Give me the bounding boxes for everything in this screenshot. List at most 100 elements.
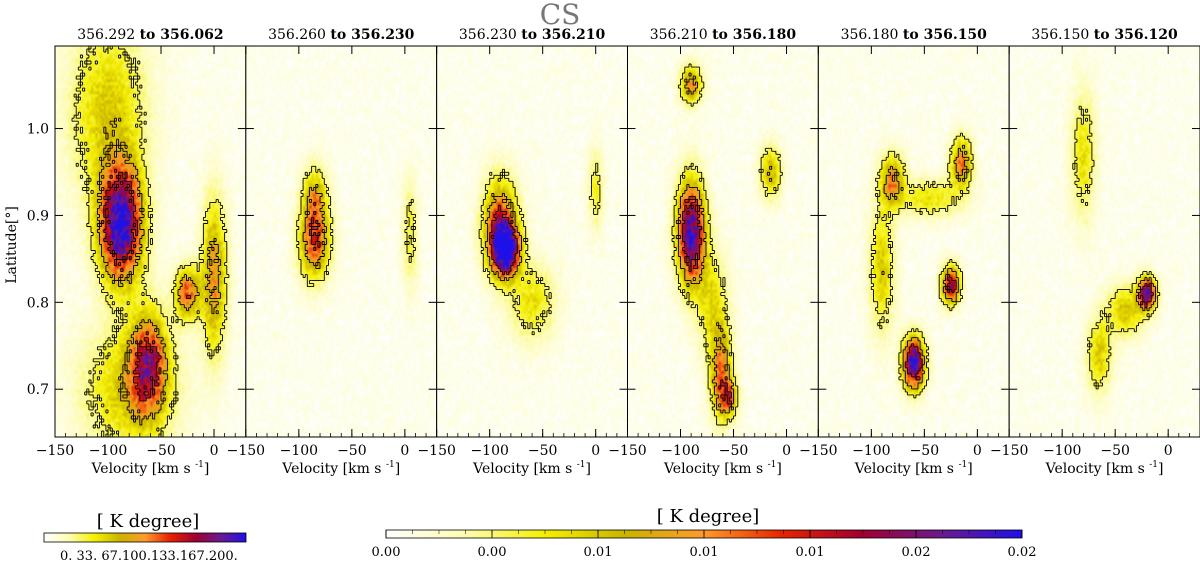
x-axis-label-5: Velocity [km s -1] [854,460,973,477]
x-label-text: Velocity [km s [663,461,768,477]
x-tick-label: 0 [782,443,791,459]
x-label-close: ] [967,461,972,477]
colorbar-large-tick-label: 0.02 [902,545,931,560]
contour-level-1 [296,165,416,288]
x-tick-label: −50 [719,443,749,459]
contour-level-2 [96,117,221,426]
panel-label-word: to [140,27,161,43]
x-axis-label-3: Velocity [km s -1] [472,460,591,477]
x-tick-label: −50 [528,443,558,459]
panel-label-from: 356.150 [1031,27,1093,43]
figure-title: CS [540,0,581,31]
colorbar-small-bar [43,532,247,543]
colorbar-small-title: [ K degree] [97,511,200,532]
x-label-sup: -1 [386,460,395,470]
panel-label-word: to [521,27,542,43]
contour-level-3 [101,168,192,402]
colorbar-small-ticks: 0. 33. 67.100.133.167.200. [60,549,238,564]
x-tick-label: −50 [146,443,176,459]
panel-label-2: 356.260 to 356.230 [268,27,415,43]
y-tick-label: 0.9 [27,208,49,224]
x-tick-label: −100 [89,443,127,459]
x-tick-label: −50 [910,443,940,459]
x-tick-label: 0 [400,443,409,459]
colorbars-group: [ K degree] 0. 33. 67.100.133.167.200. [ K… [43,506,1037,564]
panel-label-to: 356.210 [542,27,606,43]
contour-level-1 [671,63,783,426]
x-label-text: Velocity [km s [90,461,195,477]
contour-level-2 [675,72,773,414]
x-label-close: ] [395,461,400,477]
panel-label-word: to [903,27,924,43]
contour-level-3 [904,274,957,381]
panel-label-4: 356.210 to 356.180 [650,27,797,43]
x-axis-label-2: Velocity [km s -1] [281,460,400,477]
contour-level-1 [478,162,601,336]
panel-label-word: to [1094,27,1115,43]
x-label-close: ] [586,461,591,477]
x-label-sup: -1 [577,460,586,470]
y-axis-label: Latitude[°] [4,206,20,284]
contour-level-2 [302,183,327,270]
x-label-text: Velocity [km s [472,461,577,477]
panel-label-from: 356.292 [77,27,139,43]
x-label-close: ] [1158,461,1163,477]
panel-label-to: 356.230 [351,27,415,43]
panel-label-to: 356.120 [1114,27,1178,43]
panel-label-to: 356.062 [160,27,223,43]
panel-label-to: 356.180 [733,27,797,43]
x-label-close: ] [776,461,781,477]
x-tick-label: 0 [210,443,219,459]
x-tick-label: −50 [337,443,367,459]
x-tick-label: −50 [1100,443,1130,459]
contour-level-3 [308,201,321,251]
contour-level-2 [1135,277,1156,312]
colorbar-large-title: [ K degree] [657,506,760,527]
y-tick-label: 1.0 [27,122,49,138]
x-tick-label: 0 [591,443,600,459]
colorbar-large-tick-label: 0.00 [372,545,401,560]
x-tick-label: −100 [852,443,890,459]
x-tick-label: −100 [280,443,318,459]
panel-label-from: 356.230 [459,27,521,43]
x-tick-label: −150 [990,443,1028,459]
colorbar-large-tick-label: 0.01 [690,545,719,560]
contour-level-2 [881,144,970,390]
x-label-sup: -1 [195,460,204,470]
x-label-sup: -1 [768,460,777,470]
x-tick-label: −150 [417,443,455,459]
contour-level-3 [682,195,732,405]
contour-level-1 [1072,105,1161,390]
panel-heatmap-5 [818,46,1010,437]
x-label-sup: -1 [1149,460,1158,470]
x-tick-label: −100 [1043,443,1081,459]
panel-4: 356.210 to 356.180 −150 −100 −50 0 Velocity [… [608,27,819,477]
colorbar-large-tick-label: 0.01 [796,545,825,560]
x-tick-label: −150 [799,443,837,459]
panel-label-from: 356.180 [841,27,903,43]
contour-level-3 [489,204,518,276]
panel-heatmap-3 [436,46,628,437]
panel-label-1: 356.292 to 356.062 [77,27,223,43]
panel-label-5: 356.180 to 356.150 [841,27,988,43]
x-label-text: Velocity [km s [1045,461,1150,477]
panel-label-3: 356.230 to 356.210 [459,27,606,43]
x-label-text: Velocity [km s [281,461,386,477]
colorbar-large-tick-label: 0.01 [584,545,613,560]
x-tick-label: −150 [608,443,646,459]
x-tick-label: −100 [661,443,699,459]
panel-heatmap-6 [1009,46,1200,437]
x-tick-label: 0 [1164,443,1173,459]
y-tick-label: 0.7 [27,382,49,398]
colorbar-large-tick-label: 0.02 [1008,545,1037,560]
x-axis-label-6: Velocity [km s -1] [1045,460,1164,477]
x-axis-label-1: Velocity [km s -1] [90,460,209,477]
x-label-close: ] [204,461,209,477]
x-tick-label: 0 [973,443,982,459]
y-tick-label: 0.8 [27,295,49,311]
